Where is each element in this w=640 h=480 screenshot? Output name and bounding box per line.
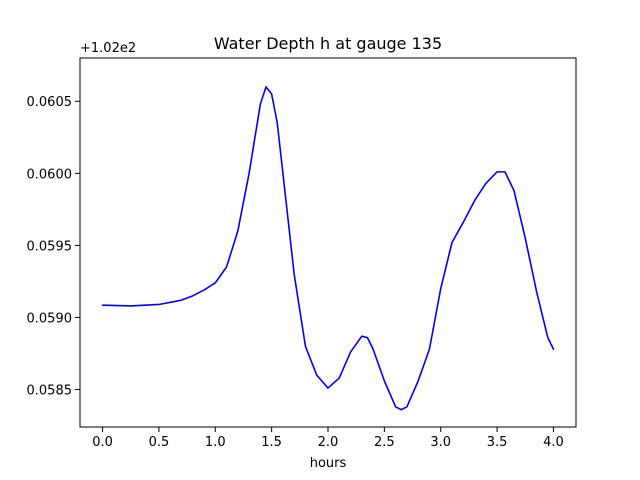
series-line-0: [101, 86, 555, 411]
plot-area: 0.0 0.5 1.0 1.5 2.0 2.5 3.0 3.5 4.0 0.0585 0.0590 0…: [27, 57, 577, 450]
x-tick-label: 4.0: [543, 435, 564, 450]
y-tick-label: 0.0590: [27, 311, 73, 326]
x-tick-label: 0.0: [92, 435, 113, 450]
x-tick-label: 3.0: [430, 435, 451, 450]
x-axis-label: hours: [310, 456, 347, 471]
y-tick-label: 0.0585: [27, 384, 73, 399]
y-axis-offset-label: +1.02e2: [80, 41, 136, 56]
chart-title: Water Depth h at gauge 135: [214, 34, 442, 53]
y-tick-label: 0.0605: [27, 95, 73, 110]
x-tick-label: 1.0: [205, 435, 226, 450]
x-tick-label: 2.0: [318, 435, 339, 450]
y-tick-label: 0.0600: [27, 167, 73, 182]
y-tick-label: 0.0595: [27, 239, 73, 254]
x-tick-label: 1.5: [261, 435, 282, 450]
x-tick-label: 2.5: [374, 435, 395, 450]
x-tick-label: 0.5: [149, 435, 170, 450]
x-tick-label: 3.5: [487, 435, 508, 450]
